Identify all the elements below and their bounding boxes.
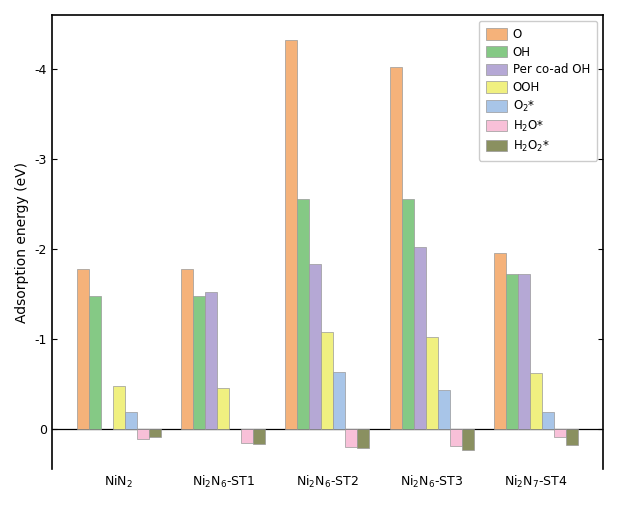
Bar [506,274,518,429]
Bar [310,264,321,429]
Bar [450,429,462,446]
Bar [402,199,413,429]
Bar [241,429,253,443]
Bar [113,386,125,429]
Bar [125,413,137,429]
Bar [530,373,542,429]
Bar [89,295,101,429]
Bar [345,429,357,447]
Bar [181,270,193,429]
Bar [542,413,554,429]
Legend: O, OH, Per co-ad OH, OOH, O$_2$*, H$_2$O*, H$_2$O$_2$*: O, OH, Per co-ad OH, OOH, O$_2$*, H$_2$O… [478,21,597,161]
Bar [321,332,333,429]
Bar [286,40,297,429]
Bar [193,295,205,429]
Bar [518,274,530,429]
Bar [413,247,426,429]
Bar [205,292,217,429]
Bar [137,429,149,439]
Bar [462,429,473,450]
Bar [494,254,506,429]
Bar [149,429,161,437]
Bar [566,429,578,445]
Bar [77,270,89,429]
Bar [390,67,402,429]
Bar [217,388,229,429]
Bar [297,199,310,429]
Bar [554,429,566,437]
Bar [357,429,370,448]
Bar [438,390,450,429]
Bar [426,337,438,429]
Bar [333,372,345,429]
Y-axis label: Adsorption energy (eV): Adsorption energy (eV) [15,162,29,323]
Bar [253,429,265,444]
